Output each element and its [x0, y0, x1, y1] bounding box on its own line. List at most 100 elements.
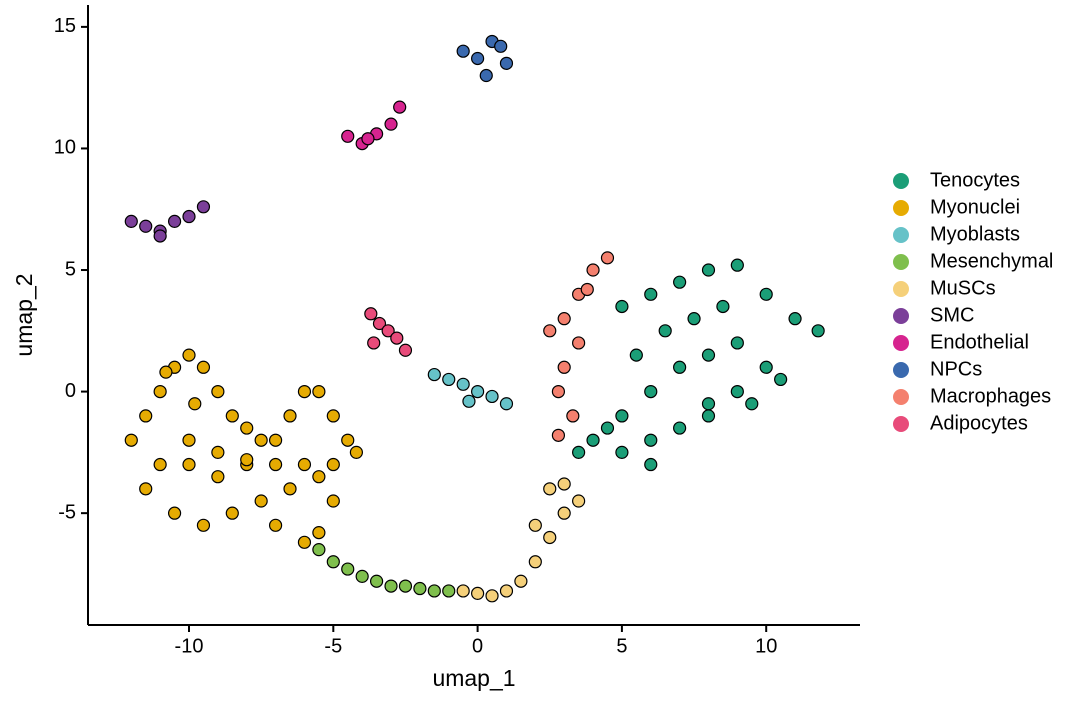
point: [528, 555, 542, 569]
point: [326, 555, 340, 569]
point: [730, 258, 744, 272]
point: [297, 384, 312, 399]
point: [268, 433, 283, 447]
point: [349, 445, 363, 459]
point: [528, 518, 542, 532]
point: [615, 299, 629, 314]
point: [398, 579, 413, 593]
point: [153, 457, 167, 472]
point: [124, 433, 138, 447]
point: [572, 494, 586, 508]
point: [485, 389, 499, 404]
point: [153, 384, 167, 399]
point: [268, 457, 283, 472]
point: [326, 457, 340, 472]
y-tick-label: 0: [65, 380, 76, 402]
point: [471, 586, 485, 600]
point: [427, 367, 441, 382]
point: [479, 68, 493, 83]
point: [759, 360, 773, 374]
point: [341, 433, 355, 447]
point: [499, 397, 514, 411]
legend-swatch: [893, 281, 909, 297]
legend-swatch: [893, 416, 909, 432]
point: [580, 282, 594, 297]
point: [557, 312, 571, 326]
point: [644, 433, 658, 447]
point: [398, 343, 413, 357]
point: [557, 360, 571, 374]
point: [551, 384, 566, 399]
point: [485, 589, 499, 603]
point: [730, 384, 744, 399]
point: [182, 348, 196, 362]
point: [586, 263, 600, 277]
point: [494, 39, 508, 53]
point: [240, 421, 254, 435]
point: [557, 477, 571, 491]
legend-label: Myonuclei: [930, 196, 1020, 218]
point: [254, 494, 268, 508]
point: [139, 219, 153, 233]
point: [514, 574, 528, 588]
y-tick-label: 5: [65, 258, 76, 280]
point: [355, 569, 369, 583]
legend-swatch: [893, 173, 909, 189]
legend-label: SMC: [930, 304, 974, 326]
x-tick-label: 5: [616, 635, 627, 657]
point: [283, 482, 297, 496]
point: [384, 117, 398, 131]
point: [182, 209, 196, 224]
point: [225, 506, 239, 520]
x-tick-label: -5: [324, 635, 342, 657]
legend-swatch: [893, 362, 909, 378]
point: [566, 409, 580, 423]
legend-swatch: [893, 227, 909, 243]
point: [471, 384, 485, 399]
point: [326, 494, 340, 508]
point: [167, 506, 182, 520]
legend-label: Mesenchymal: [930, 250, 1053, 272]
legend-label: Tenocytes: [930, 169, 1020, 191]
legend-swatch: [893, 308, 909, 324]
point: [413, 581, 427, 596]
legend-label: NPCs: [930, 358, 982, 380]
point: [326, 409, 340, 423]
point: [393, 100, 407, 114]
point: [673, 275, 687, 289]
point: [153, 229, 167, 243]
x-tick-label: 0: [472, 635, 483, 657]
point: [297, 457, 312, 472]
legend-label: Endothelial: [930, 331, 1029, 353]
point: [586, 433, 600, 447]
point: [456, 584, 470, 598]
point: [615, 445, 629, 459]
legend-label: Macrophages: [930, 385, 1051, 407]
point: [600, 421, 615, 435]
point: [615, 409, 629, 423]
point: [456, 44, 470, 58]
point: [788, 312, 802, 326]
point: [139, 409, 153, 423]
point: [367, 336, 381, 350]
point: [381, 324, 395, 338]
point: [716, 299, 730, 314]
y-tick-label: -5: [58, 501, 76, 523]
point: [361, 132, 375, 146]
point: [572, 445, 586, 459]
point: [600, 251, 615, 265]
point: [427, 584, 441, 598]
point: [240, 453, 254, 467]
point: [196, 200, 211, 214]
point: [297, 535, 312, 549]
point: [456, 377, 470, 391]
point: [701, 348, 716, 362]
point: [167, 214, 182, 228]
point: [283, 409, 297, 423]
point: [730, 336, 744, 350]
point: [341, 129, 355, 143]
point: [629, 348, 643, 362]
point: [673, 421, 687, 435]
point: [551, 428, 566, 442]
